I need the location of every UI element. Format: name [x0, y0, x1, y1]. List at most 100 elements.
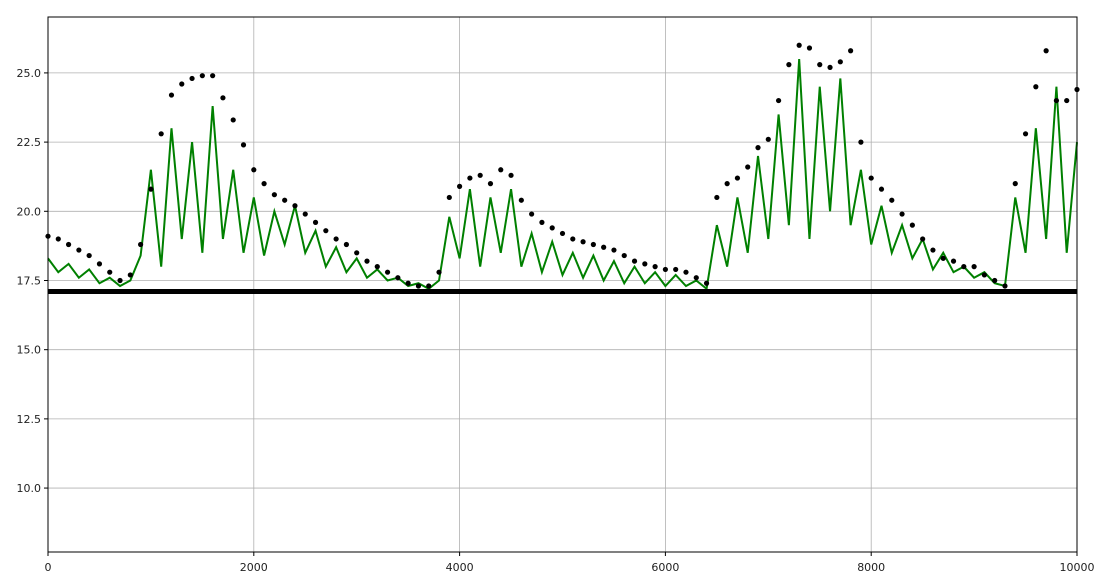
- data-point: [199, 73, 205, 79]
- data-point: [220, 95, 226, 101]
- data-point: [920, 236, 926, 242]
- data-point: [138, 241, 144, 248]
- data-point: [1022, 131, 1029, 137]
- data-point: [755, 145, 761, 151]
- data-point: [127, 272, 133, 278]
- data-point: [384, 269, 391, 275]
- data-point: [621, 252, 627, 259]
- y-tick-label: 22.5: [17, 136, 42, 149]
- data-point: [107, 269, 113, 275]
- data-point: [282, 197, 288, 203]
- data-point: [992, 277, 998, 284]
- y-tick-label: 10.0: [17, 482, 42, 495]
- data-point: [148, 186, 154, 192]
- data-point: [899, 211, 905, 217]
- data-point: [86, 252, 92, 259]
- data-point: [529, 211, 535, 217]
- data-point: [65, 241, 72, 248]
- data-point: [1043, 48, 1049, 54]
- data-point: [364, 258, 370, 264]
- data-point: [415, 283, 422, 289]
- y-tick-label: 25.0: [17, 67, 42, 80]
- y-tick-label: 17.5: [17, 274, 42, 287]
- data-point: [55, 236, 61, 242]
- data-point: [601, 244, 607, 250]
- data-point: [930, 247, 936, 253]
- data-point: [374, 264, 380, 270]
- data-point: [261, 181, 267, 187]
- data-point: [117, 277, 123, 284]
- data-point: [662, 266, 669, 273]
- x-tick-label: 10000: [1060, 561, 1095, 574]
- data-point: [806, 45, 813, 51]
- data-point: [909, 222, 915, 228]
- data-point: [878, 186, 885, 192]
- data-point: [487, 181, 494, 187]
- y-tick-label: 20.0: [17, 205, 42, 218]
- data-point: [446, 194, 452, 201]
- data-point: [158, 131, 164, 137]
- data-point: [210, 73, 216, 79]
- x-tick-label: 6000: [651, 561, 679, 574]
- data-point: [693, 275, 699, 281]
- data-point: [312, 219, 319, 225]
- data-point: [848, 48, 854, 54]
- x-tick-label: 0: [45, 561, 52, 574]
- data-point: [1053, 97, 1060, 104]
- data-point: [168, 92, 175, 98]
- data-point: [230, 117, 236, 123]
- data-point: [889, 197, 895, 203]
- data-point: [580, 239, 586, 245]
- plot-frame: [47, 16, 1078, 553]
- data-point: [745, 164, 751, 170]
- data-point: [1064, 97, 1070, 104]
- data-point: [858, 139, 864, 145]
- data-point: [642, 261, 648, 267]
- data-point: [724, 181, 730, 187]
- data-point: [323, 228, 329, 234]
- data-point: [457, 183, 463, 189]
- data-point: [734, 175, 741, 181]
- data-point: [559, 230, 566, 237]
- data-point: [539, 219, 545, 225]
- data-point: [765, 136, 771, 142]
- data-point: [240, 142, 247, 148]
- data-point: [477, 172, 483, 178]
- data-point: [436, 269, 442, 275]
- data-point: [827, 64, 833, 70]
- data-point: [714, 194, 720, 201]
- data-point: [302, 211, 308, 217]
- data-point: [631, 258, 638, 264]
- data-point: [271, 192, 277, 198]
- data-point: [498, 167, 504, 173]
- data-point: [837, 59, 843, 65]
- data-point: [796, 42, 802, 48]
- data-point: [405, 280, 411, 286]
- data-point: [786, 62, 792, 68]
- data-point: [518, 197, 524, 203]
- data-point: [467, 175, 473, 181]
- data-line: [47, 59, 1078, 291]
- x-tick-label: 2000: [240, 561, 268, 574]
- data-point: [940, 255, 946, 261]
- data-point: [292, 203, 298, 209]
- data-point: [611, 247, 617, 253]
- data-point: [673, 266, 679, 273]
- data-point: [251, 167, 257, 173]
- data-point: [981, 272, 987, 278]
- x-tick-label: 4000: [446, 561, 474, 574]
- data-point: [76, 247, 82, 253]
- x-tick-label: 8000: [857, 561, 885, 574]
- data-point: [683, 269, 689, 275]
- data-point: [971, 264, 977, 270]
- data-point: [1012, 181, 1018, 187]
- data-point: [652, 264, 658, 270]
- data-point: [950, 258, 957, 264]
- data-point: [590, 241, 596, 248]
- data-point: [1002, 283, 1008, 289]
- data-point: [961, 264, 967, 270]
- data-point: [426, 283, 432, 289]
- y-tick-label: 15.0: [17, 344, 42, 357]
- data-point: [343, 241, 350, 248]
